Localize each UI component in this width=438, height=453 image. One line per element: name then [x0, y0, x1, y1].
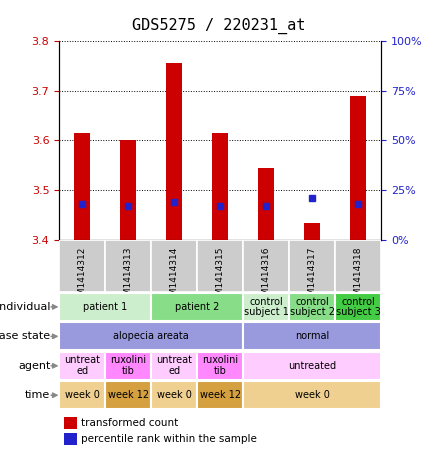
Bar	[304, 222, 320, 240]
Bar	[151, 240, 197, 292]
Text: GSM1414312: GSM1414312	[78, 246, 87, 307]
Text: percentile rank within the sample: percentile rank within the sample	[81, 434, 257, 443]
Bar	[258, 168, 274, 240]
Bar	[243, 293, 289, 321]
Bar	[105, 352, 151, 380]
Bar	[197, 240, 243, 292]
Bar	[197, 352, 243, 380]
Bar	[64, 433, 77, 445]
Text: GSM1414318: GSM1414318	[353, 246, 363, 307]
Text: GSM1414317: GSM1414317	[307, 246, 317, 307]
Text: control
subject 1: control subject 1	[244, 297, 289, 317]
Bar	[212, 133, 228, 240]
Bar	[120, 140, 136, 240]
Text: week 0: week 0	[295, 390, 329, 400]
Bar	[151, 352, 197, 380]
Bar	[350, 96, 366, 240]
Text: agent: agent	[18, 361, 50, 371]
Text: transformed count: transformed count	[81, 418, 178, 428]
Text: GSM1414315: GSM1414315	[215, 246, 225, 307]
Bar	[59, 293, 151, 321]
Text: week 0: week 0	[157, 390, 191, 400]
Bar	[151, 381, 197, 410]
Bar	[64, 417, 77, 429]
Text: week 12: week 12	[108, 390, 148, 400]
Text: control
subject 3: control subject 3	[336, 297, 381, 317]
Text: disease state: disease state	[0, 331, 50, 342]
Bar	[151, 293, 243, 321]
Text: alopecia areata: alopecia areata	[113, 331, 189, 342]
Text: time: time	[25, 390, 50, 400]
Bar	[335, 240, 381, 292]
Bar	[59, 352, 105, 380]
Text: ruxolini
tib: ruxolini tib	[202, 356, 238, 376]
Bar	[59, 322, 243, 351]
Bar	[105, 381, 151, 410]
Bar	[74, 133, 90, 240]
Bar	[243, 381, 381, 410]
Bar	[197, 381, 243, 410]
Bar	[166, 63, 182, 240]
Bar	[289, 293, 335, 321]
Bar	[243, 322, 381, 351]
Text: ruxolini
tib: ruxolini tib	[110, 356, 146, 376]
Text: GSM1414316: GSM1414316	[261, 246, 271, 307]
Bar	[59, 240, 105, 292]
Text: control
subject 2: control subject 2	[290, 297, 335, 317]
Bar	[289, 240, 335, 292]
Text: patient 2: patient 2	[175, 302, 219, 312]
Text: GSM1414313: GSM1414313	[124, 246, 133, 307]
Bar	[243, 352, 381, 380]
Text: GSM1414314: GSM1414314	[170, 246, 179, 307]
Text: patient 1: patient 1	[83, 302, 127, 312]
Bar	[59, 381, 105, 410]
Bar	[335, 293, 381, 321]
Text: individual: individual	[0, 302, 50, 312]
Text: untreated: untreated	[288, 361, 336, 371]
Bar	[105, 240, 151, 292]
Text: week 0: week 0	[65, 390, 99, 400]
Text: GDS5275 / 220231_at: GDS5275 / 220231_at	[132, 18, 306, 34]
Text: untreat
ed: untreat ed	[156, 356, 192, 376]
Text: week 12: week 12	[200, 390, 240, 400]
Bar	[243, 240, 289, 292]
Text: normal: normal	[295, 331, 329, 342]
Text: untreat
ed: untreat ed	[64, 356, 100, 376]
